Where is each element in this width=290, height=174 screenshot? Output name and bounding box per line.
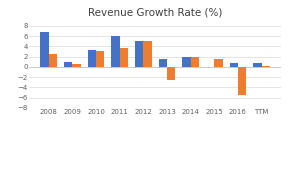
Bar xyxy=(88,50,96,67)
Bar xyxy=(143,41,152,67)
Title: Revenue Growth Rate (%): Revenue Growth Rate (%) xyxy=(88,7,222,17)
Bar xyxy=(230,63,238,67)
Bar xyxy=(49,54,57,67)
Bar xyxy=(159,59,167,67)
Bar xyxy=(111,36,120,67)
Bar xyxy=(120,48,128,67)
Bar xyxy=(96,51,104,67)
Bar xyxy=(191,57,199,67)
Bar xyxy=(238,67,246,95)
Bar xyxy=(167,67,175,80)
Bar xyxy=(253,63,262,67)
Bar xyxy=(72,64,81,67)
Bar xyxy=(135,41,143,67)
Bar xyxy=(262,66,270,67)
Bar xyxy=(64,62,72,67)
Bar xyxy=(41,32,49,67)
Bar xyxy=(214,59,222,67)
Bar xyxy=(206,67,214,68)
Bar xyxy=(182,57,191,67)
